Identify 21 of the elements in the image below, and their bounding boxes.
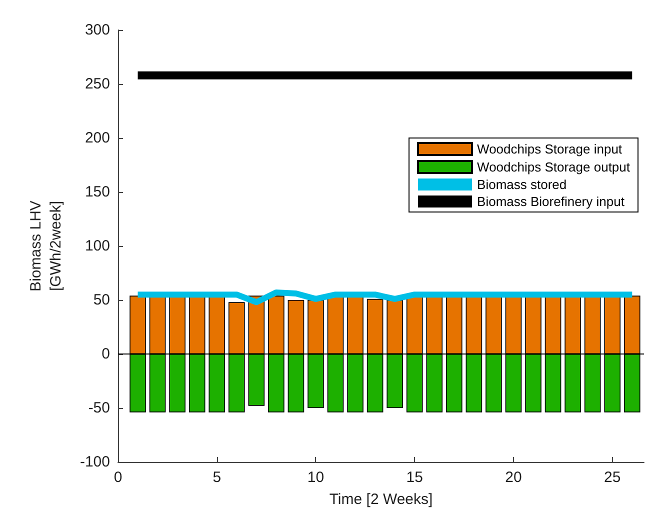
x-tick-label: 25: [604, 469, 621, 486]
x-tick-label: 20: [505, 469, 522, 486]
y-tick-label: -100: [80, 454, 110, 470]
y-tick-label: -50: [88, 400, 110, 416]
x-axis-title: Time [2 Weeks]: [329, 491, 433, 508]
y-tick-label: 200: [84, 130, 110, 146]
x-tick-label: 10: [307, 469, 324, 486]
y-tick-label: 0: [102, 346, 110, 362]
y-tick-label: 100: [84, 238, 110, 254]
legend-label: Woodchips Storage input: [477, 142, 622, 156]
y-axis-title: Biomass LHV [GWh/2week]: [28, 200, 64, 292]
y-tick-label: 150: [84, 184, 110, 200]
x-tick-label: 5: [212, 469, 222, 486]
x-tick-label: 15: [406, 469, 423, 486]
legend-label: Biomass Biorefinery input: [477, 194, 625, 209]
x-tick-label: 0: [114, 469, 122, 486]
y-tick-label: 250: [84, 76, 110, 92]
y-tick-label: 50: [93, 292, 110, 308]
y-tick-label: 300: [84, 22, 110, 38]
legend-label: Biomass stored: [477, 177, 567, 192]
legend-label: Woodchips Storage output: [477, 160, 630, 174]
